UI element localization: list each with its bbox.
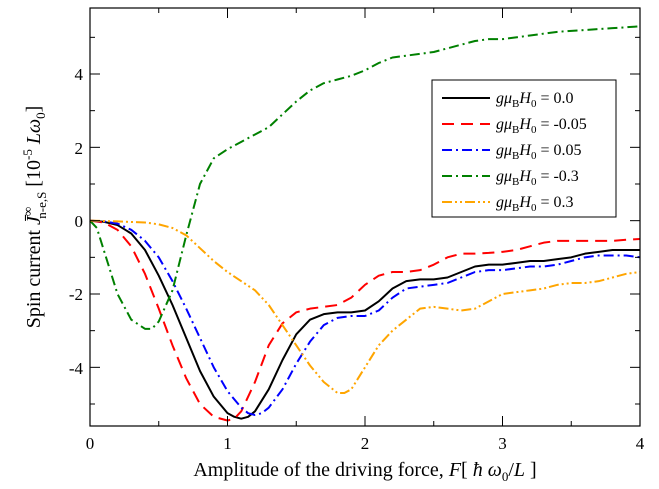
y-tick-label-4: 4 bbox=[75, 65, 84, 84]
x-tick-label-1: 1 bbox=[223, 434, 232, 453]
x-tick-label-4: 4 bbox=[636, 434, 645, 453]
x-tick-labels: 0 1 2 3 4 bbox=[86, 434, 645, 453]
x-tick-label-0: 0 bbox=[86, 434, 95, 453]
legend-label-2: gμBH0 = 0.05 bbox=[496, 142, 581, 162]
y-tick-label-0: 0 bbox=[75, 212, 84, 231]
legend-swatches bbox=[442, 97, 490, 203]
series-layer bbox=[89, 25, 641, 422]
tick-marks bbox=[89, 8, 641, 426]
series-line-1 bbox=[89, 219, 641, 422]
series-line-2 bbox=[89, 219, 641, 416]
x-axis-label: Amplitude of the driving force, F[ ħ ω0/… bbox=[193, 459, 536, 484]
y-tick-labels: -4 -2 0 2 4 bbox=[69, 65, 84, 378]
legend-label-3: gμBH0 = -0.3 bbox=[496, 168, 579, 188]
legend-box bbox=[431, 79, 617, 218]
series-line-4 bbox=[89, 219, 641, 394]
legend: gμBH0 = 0.0 gμBH0 = -0.05 gμBH0 = 0.05 g… bbox=[431, 79, 617, 218]
x-tick-label-2: 2 bbox=[361, 434, 370, 453]
y-tick-label-2: 2 bbox=[75, 139, 84, 158]
legend-label-4: gμBH0 = 0.3 bbox=[496, 194, 573, 214]
y-tick-label-neg2: -2 bbox=[69, 285, 83, 304]
legend-label-0: gμBH0 = 0.0 bbox=[496, 90, 573, 110]
series-line-0 bbox=[89, 219, 640, 420]
y-tick-label-neg4: -4 bbox=[69, 359, 84, 378]
series-line-3 bbox=[89, 25, 641, 330]
y-axis-label: Spin current J̄∞n-e,S [10-5 Lω0] bbox=[20, 106, 49, 329]
x-tick-label-3: 3 bbox=[498, 434, 507, 453]
legend-label-1: gμBH0 = -0.05 bbox=[496, 116, 587, 136]
